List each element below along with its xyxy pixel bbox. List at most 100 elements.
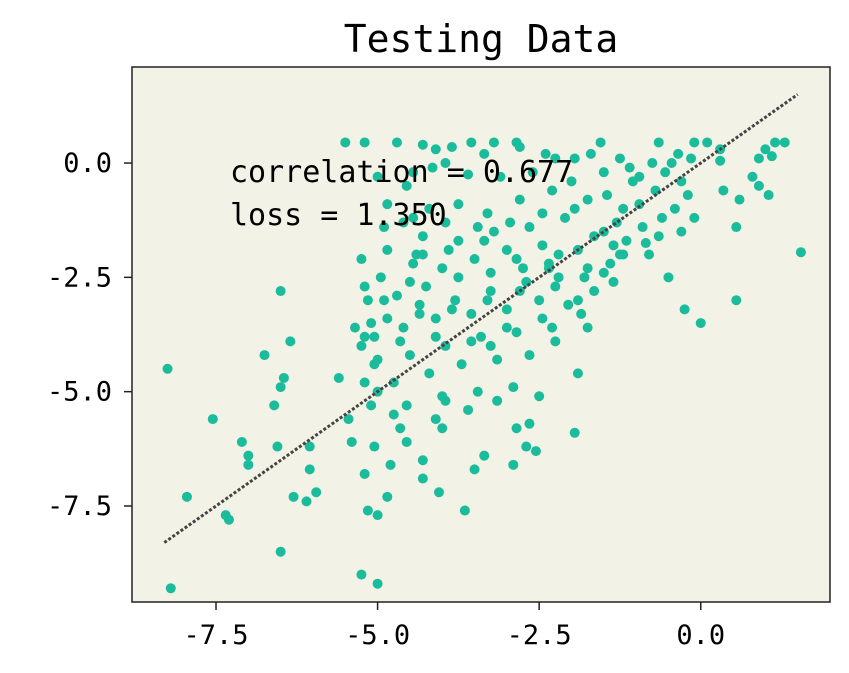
data-point [572,295,583,306]
data-point [689,212,700,223]
data-point [450,295,461,306]
data-point [404,276,415,287]
data-point [359,468,370,479]
data-point [482,208,493,219]
data-point [569,203,580,214]
data-point [379,295,390,306]
data-point [285,336,296,347]
data-point [456,359,467,370]
points-layer [162,137,806,594]
data-point [530,446,541,457]
data-point [595,137,606,148]
data-point [401,436,412,447]
data-point [747,171,758,182]
data-point [301,496,312,507]
data-point [472,222,483,233]
data-point [537,240,548,251]
data-point [582,194,593,205]
data-point [553,272,564,283]
data-point [453,272,464,283]
data-point [372,510,383,521]
data-point [395,336,406,347]
data-point [359,281,370,292]
data-point [437,423,448,434]
data-point [304,441,315,452]
data-point [637,222,648,233]
data-point [362,295,373,306]
data-point [550,281,561,292]
data-point [466,308,477,319]
data-point [430,144,441,155]
data-point [362,505,373,516]
data-point [446,142,457,153]
y-tick-label: -2.5 [47,262,112,293]
data-point [589,286,600,297]
data-point [430,313,441,324]
data-point [553,249,564,260]
data-point [511,327,522,338]
data-point [795,247,806,258]
x-tick-label: -7.5 [184,620,249,651]
data-point [563,299,574,310]
data-point [666,158,677,169]
data-point [272,441,283,452]
data-point [404,350,415,361]
data-point [534,391,545,402]
data-point [372,354,383,365]
data-point [359,137,370,148]
data-point [689,137,700,148]
data-point [524,418,535,429]
data-point [524,350,535,361]
data-point [550,336,561,347]
data-point [508,459,519,470]
data-point [382,313,393,324]
data-point [488,137,499,148]
data-point [660,167,671,178]
data-point [673,148,684,159]
data-point [430,331,441,342]
data-point [372,578,383,589]
data-point [269,400,280,411]
correlation-annotation: correlation = 0.677 [230,155,573,190]
data-point [569,153,580,164]
data-point [408,258,419,269]
data-point [589,231,600,242]
data-point [469,464,480,475]
data-point [417,473,428,484]
data-point [514,194,525,205]
data-point [511,254,522,265]
data-point [702,137,713,148]
data-point [527,167,538,178]
data-point [534,295,545,306]
data-point [220,510,231,521]
data-point [259,350,270,361]
data-point [488,226,499,237]
data-point [686,153,697,164]
loss-annotation: loss = 1.350 [230,198,447,233]
data-point [427,162,438,173]
data-point [543,263,554,274]
data-point [349,322,360,333]
data-point [598,267,609,278]
data-point [275,546,286,557]
chart-title: Testing Data [344,17,619,61]
data-point [398,322,409,333]
data-point [521,441,532,452]
data-point [288,491,299,502]
data-point [356,254,367,265]
data-point [518,263,529,274]
data-point [243,459,254,470]
data-point [663,272,674,283]
data-point [466,336,477,347]
data-point [340,137,351,148]
y-tick-label: -7.5 [47,491,112,522]
data-point [207,414,218,425]
data-point [650,185,661,196]
data-point [440,158,451,169]
data-point [482,295,493,306]
data-point [608,240,619,251]
data-point [669,203,680,214]
data-point [656,212,667,223]
data-point [492,395,503,406]
